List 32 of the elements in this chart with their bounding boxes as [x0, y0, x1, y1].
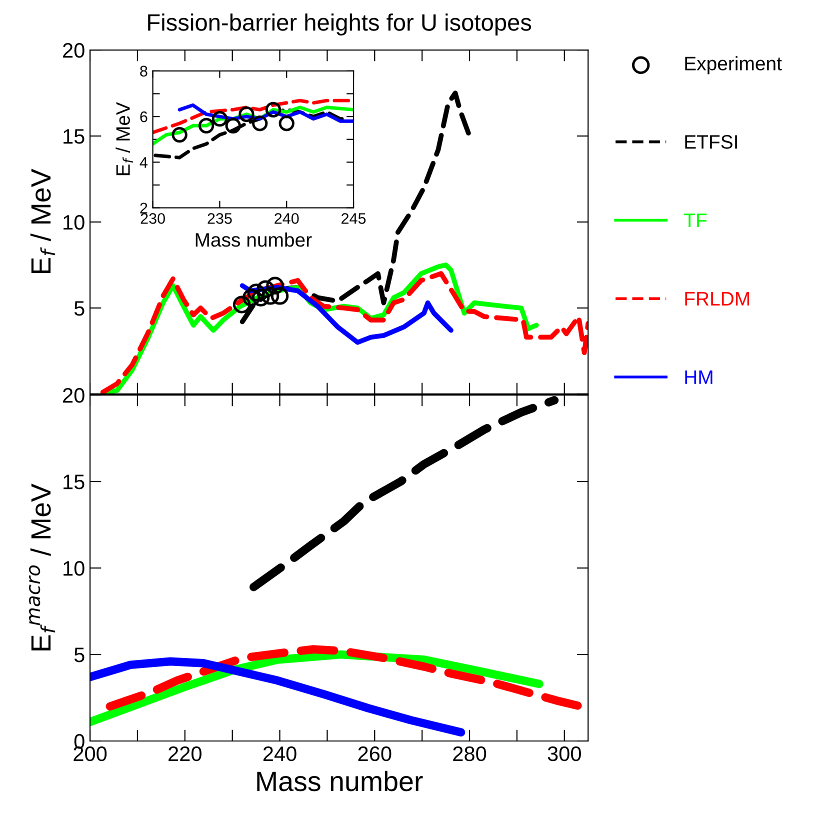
x-tick-label: 235: [208, 213, 232, 224]
x-tick-label: 230: [140, 213, 165, 224]
y-tick-label: 4: [140, 157, 148, 168]
y-tick-label: 20: [63, 388, 84, 403]
y-axis-title: E$_{f}$ / MeV: [30, 168, 56, 274]
y-tick-label: 8: [140, 66, 148, 77]
y-tick-label: 15: [64, 129, 84, 144]
y-axis-title: E$_{f}$$^{macro}$ / MeV: [29, 484, 56, 650]
y-tick-label: 2: [140, 202, 148, 214]
x-tick-label: 245: [342, 213, 366, 224]
y-tick-label: 15: [64, 474, 84, 490]
x-tick-label: 240: [263, 746, 296, 762]
legend-label: ETFSI: [685, 135, 737, 149]
legend-label: Experiment: [685, 56, 782, 74]
x-tick-label: 260: [358, 746, 392, 762]
x-axis-title: Mass number: [196, 232, 312, 247]
x-tick-label: 280: [453, 746, 486, 762]
y-axis-title: E$_{f}$ / MeV: [116, 102, 133, 176]
y-tick-label: 6: [140, 111, 148, 122]
y-tick-label: 5: [74, 301, 84, 316]
y-tick-label: 5: [74, 648, 84, 662]
x-tick-label: 240: [274, 213, 299, 224]
legend-label: FRLDM: [685, 292, 750, 306]
chart-title: Fission-barrier heights for U isotopes: [148, 13, 532, 36]
legend-label: HM: [685, 370, 712, 384]
x-tick-label: 300: [548, 746, 581, 762]
x-axis-title: Mass number: [257, 770, 423, 792]
y-tick-label: 10: [64, 215, 84, 230]
x-tick-label: 220: [168, 746, 202, 762]
y-tick-label: 10: [64, 561, 84, 576]
y-tick-label: 20: [63, 43, 84, 58]
legend-label: TF: [684, 214, 707, 228]
